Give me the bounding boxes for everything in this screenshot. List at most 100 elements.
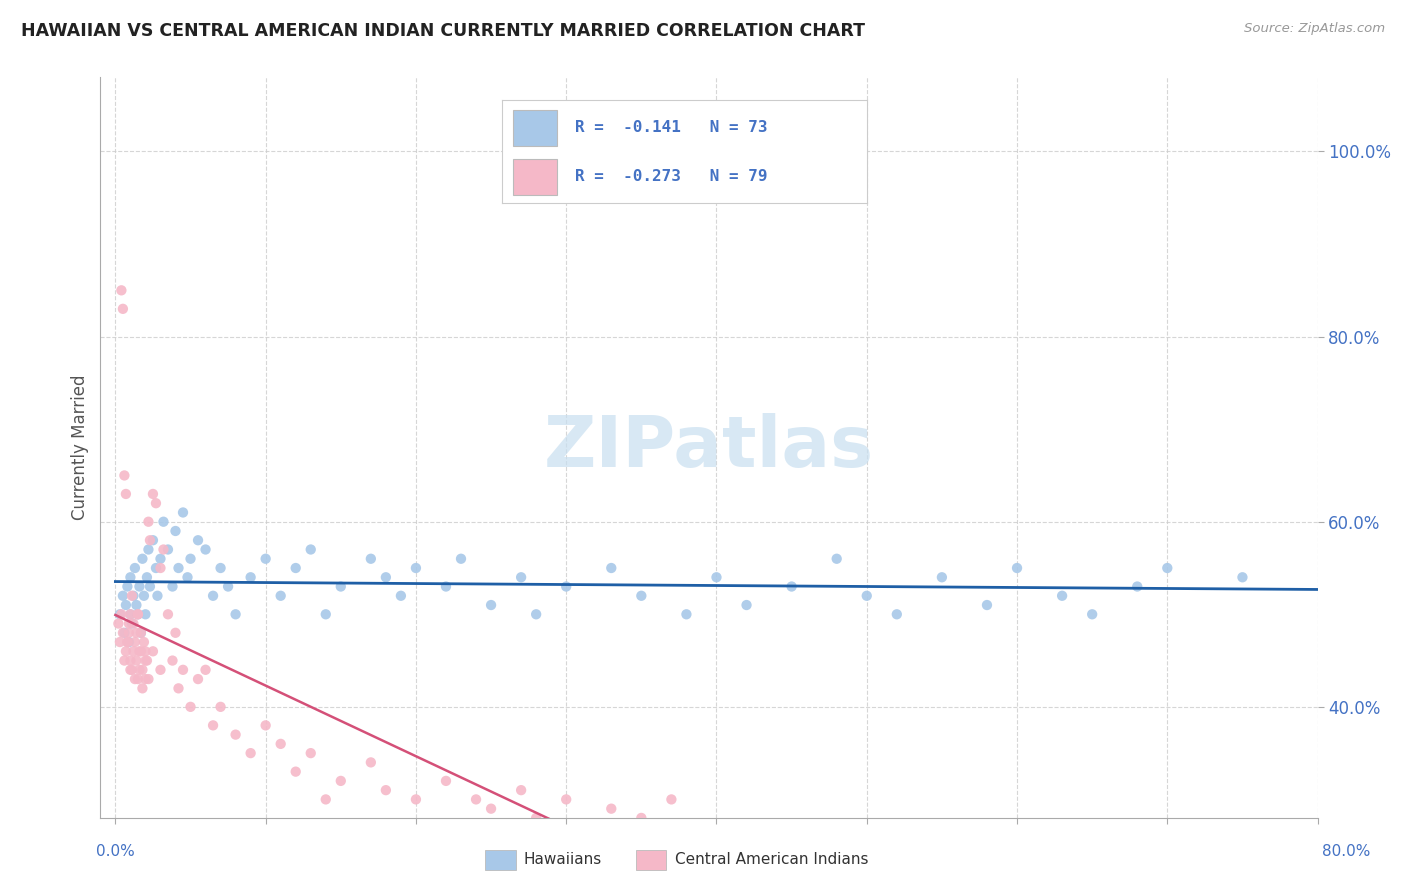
Point: [120, 607, 142, 622]
Point: [202, 589, 225, 603]
Point: [127, 607, 149, 622]
Point: [524, 607, 547, 622]
Point: [270, 737, 292, 751]
Point: [111, 625, 134, 640]
Point: [176, 570, 198, 584]
Point: [225, 728, 247, 742]
Point: [111, 301, 134, 316]
Point: [434, 773, 457, 788]
Point: [122, 644, 145, 658]
Point: [630, 811, 652, 825]
Point: [124, 635, 146, 649]
Point: [132, 589, 155, 603]
Point: [115, 598, 138, 612]
Point: [254, 551, 277, 566]
Point: [825, 551, 848, 566]
Point: [122, 589, 145, 603]
Point: [706, 820, 728, 834]
Point: [931, 570, 953, 584]
Point: [110, 607, 132, 622]
Point: [125, 598, 148, 612]
Point: [217, 580, 239, 594]
Point: [555, 792, 578, 806]
Point: [125, 654, 148, 668]
Point: [299, 746, 322, 760]
Text: 0.0%: 0.0%: [96, 845, 135, 859]
Point: [146, 589, 169, 603]
Point: [136, 654, 159, 668]
Point: [374, 570, 396, 584]
Point: [112, 625, 135, 640]
Point: [156, 542, 179, 557]
Point: [630, 589, 652, 603]
Point: [167, 681, 190, 696]
Point: [149, 663, 172, 677]
Point: [107, 616, 129, 631]
Point: [706, 570, 728, 584]
Point: [118, 616, 141, 631]
Point: [134, 654, 156, 668]
Point: [121, 616, 143, 631]
Point: [270, 589, 292, 603]
Point: [136, 570, 159, 584]
Point: [121, 663, 143, 677]
Point: [120, 654, 142, 668]
Point: [510, 783, 533, 797]
Point: [1005, 561, 1028, 575]
Point: [555, 580, 578, 594]
Point: [360, 551, 382, 566]
Point: [194, 542, 217, 557]
Point: [142, 487, 165, 501]
Point: [976, 598, 998, 612]
Text: Central American Indians: Central American Indians: [675, 853, 869, 867]
Point: [1050, 589, 1073, 603]
Point: [172, 506, 194, 520]
Point: [156, 607, 179, 622]
Point: [112, 654, 135, 668]
Text: HAWAIIAN VS CENTRAL AMERICAN INDIAN CURRENTLY MARRIED CORRELATION CHART: HAWAIIAN VS CENTRAL AMERICAN INDIAN CURR…: [21, 22, 865, 40]
Point: [374, 783, 396, 797]
Point: [187, 672, 209, 686]
Point: [855, 589, 877, 603]
Point: [124, 561, 146, 575]
Point: [600, 561, 623, 575]
Point: [127, 607, 149, 622]
Point: [112, 468, 135, 483]
Point: [131, 663, 153, 677]
Point: [315, 792, 337, 806]
Point: [1156, 561, 1178, 575]
Point: [149, 551, 172, 566]
Point: [108, 635, 131, 649]
Point: [209, 561, 232, 575]
Point: [117, 635, 139, 649]
Point: [129, 644, 152, 658]
Point: [254, 718, 277, 732]
Point: [600, 802, 623, 816]
Point: [142, 644, 165, 658]
Point: [139, 580, 162, 594]
Point: [209, 699, 232, 714]
Point: [1081, 607, 1104, 622]
Point: [780, 580, 803, 594]
Point: [479, 598, 502, 612]
Point: [138, 672, 160, 686]
Point: [165, 524, 187, 538]
Point: [118, 635, 141, 649]
Point: [128, 644, 150, 658]
Point: [661, 792, 683, 806]
Point: [886, 607, 908, 622]
Point: [162, 580, 184, 594]
Point: [239, 570, 262, 584]
Point: [134, 607, 156, 622]
Point: [329, 773, 352, 788]
Point: [110, 283, 132, 297]
Point: [111, 589, 134, 603]
Text: ZIPatlas: ZIPatlas: [544, 413, 875, 483]
Point: [284, 561, 307, 575]
Point: [510, 570, 533, 584]
Point: [117, 580, 139, 594]
Point: [524, 811, 547, 825]
Text: Hawaiians: Hawaiians: [523, 853, 602, 867]
Point: [675, 607, 697, 622]
Point: [145, 496, 167, 510]
